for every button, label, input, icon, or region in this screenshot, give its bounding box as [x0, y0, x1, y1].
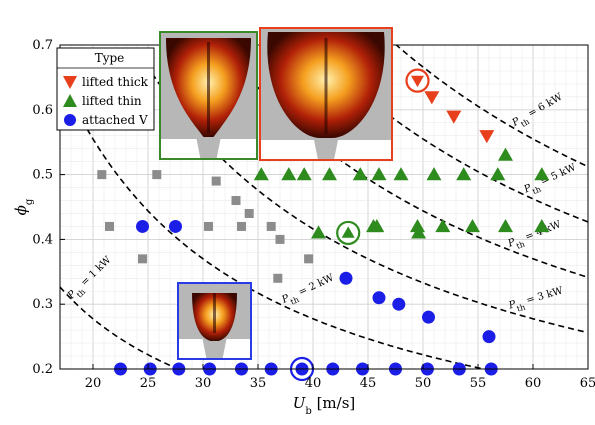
lifted-thin-point — [456, 167, 472, 181]
x-tick-label: 60 — [525, 376, 542, 391]
y-tick-label: 0.2 — [32, 362, 53, 377]
gray-square-point — [105, 221, 114, 231]
lifted-thin-point — [369, 218, 385, 233]
lifted-thin-point — [322, 167, 337, 181]
gray-square-point — [97, 170, 107, 180]
y-tick-label: 0.5 — [32, 168, 53, 183]
x-tick-label: 25 — [140, 376, 157, 391]
legend-entry-lifted-thick: lifted thick — [63, 75, 149, 89]
y-tick-label: 0.6 — [32, 103, 53, 118]
attached-v-point — [372, 291, 386, 305]
legend-marker — [64, 114, 76, 126]
y-tick-label: 0.3 — [32, 297, 53, 312]
lifted-thick-flame-image — [259, 27, 393, 161]
lifted-thick-point — [479, 130, 495, 144]
lifted-thin-point — [371, 167, 387, 181]
x-tick-label: 40 — [305, 376, 322, 391]
legend-marker — [63, 76, 77, 89]
lifted-thin-point — [253, 167, 269, 181]
x-tick-label: 30 — [195, 376, 212, 391]
lifted-thin-point — [490, 167, 506, 181]
legend-title: Type — [95, 51, 125, 65]
gray-square-point — [138, 254, 147, 264]
power-curve-1kw — [60, 286, 181, 369]
lifted-thin-point — [393, 167, 409, 181]
x-axis-label: Ub [m/s] — [293, 394, 356, 417]
gray-square-point — [204, 221, 213, 231]
attached-v-point — [169, 219, 182, 233]
gray-square-point — [211, 176, 221, 186]
y-tick-label: 0.7 — [32, 38, 53, 53]
x-tick-label: 65 — [580, 376, 595, 391]
lifted-thick-point — [446, 110, 462, 124]
x-axis: 20 25 30 35 40 45 50 55 60 65 — [85, 364, 595, 391]
attached-v-point — [136, 219, 149, 233]
lifted-thin-point — [352, 167, 368, 181]
x-tick-label: 20 — [85, 376, 102, 391]
lifted-thin-point — [311, 225, 326, 239]
lifted-thin-point — [534, 218, 550, 233]
gray-square-point — [273, 273, 283, 283]
lifted-thick-point — [411, 75, 424, 88]
attached-v-point — [422, 310, 435, 324]
attached-v-point — [482, 330, 496, 344]
legend-label: lifted thin — [82, 94, 142, 108]
y-tick-label: 0.4 — [32, 232, 53, 247]
attached-v-flame-image — [177, 282, 252, 360]
x-tick-label: 35 — [250, 376, 267, 391]
gray-square-point — [231, 196, 241, 206]
lifted-thin-flame-image — [159, 31, 258, 160]
legend-entry-attached-v: attached V — [64, 113, 148, 127]
y-axis-label: ϕg — [12, 198, 35, 215]
lifted-thin-point — [534, 167, 550, 181]
gray-square-point — [304, 254, 314, 264]
x-tick-label: 55 — [470, 376, 487, 391]
legend-label: attached V — [82, 113, 148, 127]
lifted-thin-point — [435, 218, 451, 233]
attached-v-point — [392, 297, 406, 311]
gray-square-point — [244, 208, 254, 218]
attached-v-point — [339, 271, 353, 285]
gray-square-point — [275, 234, 285, 244]
lifted-thin-point — [296, 167, 312, 181]
gray-square-point — [237, 221, 246, 231]
lifted-thin-point — [498, 147, 513, 161]
lifted-thin-point — [341, 226, 355, 238]
legend-marker — [63, 94, 77, 107]
legend: Type lifted thick lifted thin attached V — [56, 47, 155, 131]
series-unlabeled-gray — [97, 170, 314, 283]
lifted-thin-point — [426, 167, 442, 181]
y-axis: 0.2 0.3 0.4 0.5 0.6 0.7 — [32, 38, 65, 377]
lifted-thin-point — [498, 218, 513, 233]
legend-label: lifted thick — [82, 75, 149, 89]
x-tick-label: 45 — [360, 376, 377, 391]
lifted-thin-point — [411, 225, 427, 239]
power-curve-2kw — [60, 75, 488, 369]
x-tick-label: 50 — [415, 376, 432, 391]
lifted-thick-point — [424, 91, 440, 105]
lifted-thin-point — [465, 218, 480, 233]
gray-square-point — [152, 170, 162, 180]
lifted-thin-point — [410, 218, 425, 233]
legend-entry-lifted-thin: lifted thin — [63, 94, 142, 108]
lifted-thin-point — [281, 167, 297, 181]
gray-square-point — [266, 221, 276, 231]
